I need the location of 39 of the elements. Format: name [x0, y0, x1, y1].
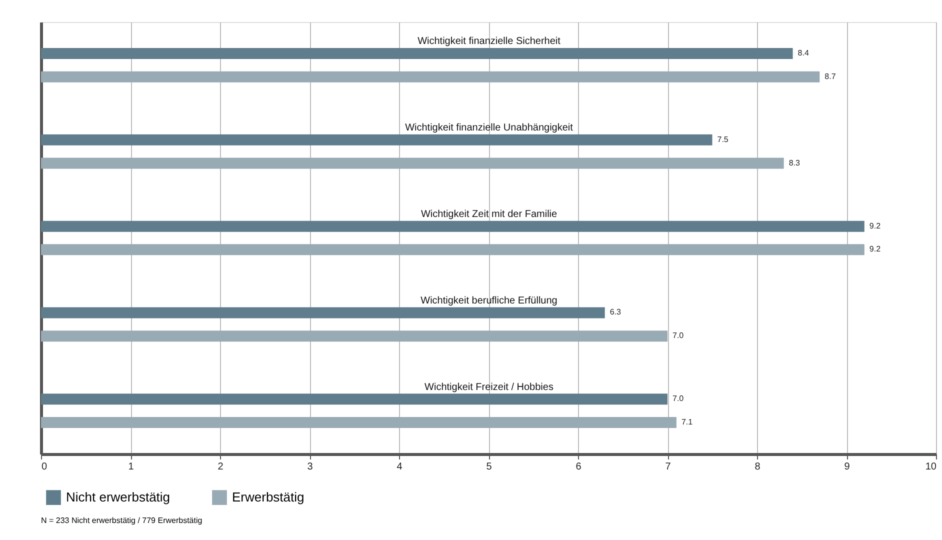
x-tick-label: 6	[576, 462, 582, 472]
data-label: 8.4	[798, 48, 810, 58]
x-tick-label: 3	[307, 462, 314, 472]
bar	[41, 330, 668, 342]
data-label: 7.1	[681, 417, 694, 426]
bar	[41, 394, 668, 405]
data-label: 8.7	[824, 72, 836, 81]
data-label: 7.0	[672, 394, 684, 404]
x-tick-label: 8	[754, 462, 761, 472]
x-tick-label: 9	[844, 462, 850, 472]
x-tick-label: 5	[486, 462, 492, 472]
text: N = 233 Nicht erwerbstätig / 779 Erwerbstätig	[41, 516, 202, 525]
bar	[41, 307, 605, 318]
x-tick-label: 10	[925, 462, 937, 472]
bar	[41, 416, 676, 428]
data-label: 6.3	[610, 308, 622, 317]
bar	[41, 220, 864, 232]
data-label: 8.3	[788, 158, 801, 168]
data-label: 7.0	[672, 331, 684, 340]
y-tick-label: Wichtigkeit finanzielle Unabhängigkeit	[405, 122, 574, 134]
legend-label: Nicht erwerbstätig	[66, 490, 170, 505]
data-label: 7.5	[717, 134, 729, 144]
y-tick-label: Wichtigkeit finanzielle Sicherheit	[418, 36, 561, 48]
y-tick-label: Wichtigkeit Freizeit / Hobbies	[424, 382, 554, 393]
bar	[41, 244, 864, 256]
bar	[41, 71, 820, 82]
y-tick-label: Wichtigkeit berufliche Erfüllung	[420, 295, 558, 306]
x-tick-label: 7	[665, 462, 672, 472]
bar	[41, 158, 784, 169]
y-tick-label: Wichtigkeit Zeit mit der Familie	[420, 209, 558, 220]
x-tick-label: 1	[128, 462, 134, 472]
x-tick-label: 2	[218, 462, 224, 472]
data-label: 9.2	[869, 221, 882, 230]
bar	[41, 48, 793, 60]
data-label: 9.2	[869, 244, 882, 254]
bar	[41, 134, 712, 146]
legend-label: Erwerbstätig	[232, 490, 304, 505]
x-tick-label: 0	[42, 462, 48, 472]
x-tick-label: 4	[396, 462, 403, 472]
